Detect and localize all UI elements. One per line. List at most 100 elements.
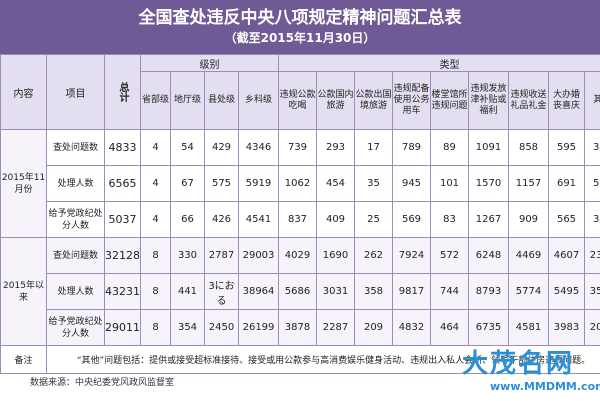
type-cell: 2042: [583, 309, 600, 346]
level-cell: 29003: [238, 237, 279, 274]
type-cell: 4469: [508, 237, 549, 274]
level-cell: 4: [140, 201, 171, 238]
type-cell: 83: [430, 201, 469, 238]
watermark-url: www.MMDMM.com: [490, 380, 600, 393]
type-cell: 9817: [392, 273, 431, 310]
type-cell: 293: [316, 129, 355, 166]
type-cell: 550: [583, 165, 600, 202]
level-cell: 4: [140, 129, 171, 166]
level-cell: 2787: [204, 237, 239, 274]
group-label: 2015年11月份: [0, 129, 47, 238]
level-cell: 54: [170, 129, 205, 166]
level-cell: 2450: [204, 309, 239, 346]
level-cell: 4346: [238, 129, 279, 166]
header-item: 项目: [46, 54, 105, 130]
type-cell: 25: [354, 201, 393, 238]
row-item: 给予党政纪处分人数: [46, 201, 105, 238]
row-item: 处理人数: [46, 165, 105, 202]
header-total: 总计: [104, 54, 141, 130]
header-type-cell: 其他: [583, 71, 600, 130]
type-cell: 2327: [583, 237, 600, 274]
level-cell: 26199: [238, 309, 279, 346]
row-total: 29011: [104, 309, 141, 346]
type-cell: 565: [548, 201, 585, 238]
type-cell: 691: [548, 165, 585, 202]
level-cell: 575: [204, 165, 239, 202]
type-cell: 1267: [468, 201, 509, 238]
type-cell: 4581: [508, 309, 549, 346]
type-cell: 1690: [316, 237, 355, 274]
type-cell: 789: [392, 129, 431, 166]
type-cell: 3533: [583, 273, 600, 310]
header-type: 类型: [277, 54, 600, 72]
type-cell: 209: [354, 309, 393, 346]
level-cell: 3におる: [204, 273, 239, 310]
row-total: 6565: [104, 165, 141, 202]
type-cell: 409: [316, 201, 355, 238]
type-cell: 89: [430, 129, 469, 166]
type-cell: 739: [278, 129, 317, 166]
row-item: 处理人数: [46, 273, 105, 310]
type-cell: 17: [354, 129, 393, 166]
type-cell: 4029: [278, 237, 317, 274]
header-type-cell: 违规发放津补贴或福利: [468, 71, 509, 130]
header-type-cell: 公款出国境旅游: [354, 71, 393, 130]
level-cell: 429: [204, 129, 239, 166]
type-cell: 358: [354, 273, 393, 310]
title-banner: 全国查处违反中央八项规定精神问题汇总表 （截至2015年11月30日）: [0, 0, 600, 54]
data-source: 数据来源：中央纪委党风政风监督室: [30, 378, 175, 388]
summary-table: 内容 项目 总计 级别 类型 省部级 地厅级 县处级 乡科级 违规公款吃喝 公款…: [0, 54, 600, 374]
type-cell: 3983: [548, 309, 585, 346]
type-cell: 5495: [548, 273, 585, 310]
type-cell: 569: [392, 201, 431, 238]
type-cell: 373: [583, 201, 600, 238]
table-row: 处理人数 6565 4 67 575 5919 1062 454 35 945 …: [1, 165, 600, 202]
table-row: 给予党政纪处分人数 5037 4 66 426 4541 837 409 25 …: [1, 201, 600, 238]
note-text: “其他”问题包括：提供或接受超标准接待、接受或用公款参与高消费娱乐健身活动、违规…: [45, 345, 600, 374]
header-type-cell: 违规配备使用公务用车: [392, 71, 431, 130]
level-cell: 354: [170, 309, 205, 346]
type-cell: 5774: [508, 273, 549, 310]
type-cell: 454: [316, 165, 355, 202]
type-cell: 3878: [278, 309, 317, 346]
level-cell: 66: [170, 201, 205, 238]
type-cell: 4832: [392, 309, 431, 346]
type-cell: 595: [548, 129, 585, 166]
header-type-cell: 大办婚丧喜庆: [548, 71, 585, 130]
type-cell: 744: [430, 273, 469, 310]
row-item: 给予党政纪处分人数: [46, 309, 105, 346]
table-row: 2015年11月份 查处问题数 4833 4 54 429 4346 739 2…: [0, 129, 600, 238]
row-total: 43231: [104, 273, 141, 310]
table-row: 2015年以来 查处问题数 32128 8 330 2787 29003 402…: [0, 237, 600, 346]
header-type-cell: 楼堂馆所违规问题: [430, 71, 469, 130]
level-cell: 441: [170, 273, 205, 310]
type-cell: 1062: [278, 165, 317, 202]
type-cell: 4607: [548, 237, 585, 274]
note-row: 备注 “其他”问题包括：提供或接受超标准接待、接受或用公款参与高消费娱乐健身活动…: [0, 345, 600, 374]
table-row: 给予党政纪处分人数 29011 8 354 2450 26199 3878 22…: [1, 309, 600, 346]
type-cell: 7924: [392, 237, 431, 274]
row-total: 5037: [104, 201, 141, 238]
type-cell: 6735: [468, 309, 509, 346]
header-type-cell: 违规收送礼品礼金: [508, 71, 549, 130]
row-total: 4833: [104, 129, 141, 166]
type-cell: 1157: [508, 165, 549, 202]
level-cell: 4541: [238, 201, 279, 238]
type-cell: 3031: [316, 273, 355, 310]
type-cell: 945: [392, 165, 431, 202]
level-cell: 67: [170, 165, 205, 202]
type-cell: 5686: [278, 273, 317, 310]
type-cell: 572: [430, 237, 469, 274]
note-label: 备注: [0, 345, 47, 374]
header-level-cell: 乡科级: [238, 71, 279, 130]
row-total: 32128: [104, 237, 141, 274]
level-cell: 330: [170, 237, 205, 274]
level-cell: 4: [140, 165, 171, 202]
type-cell: 464: [430, 309, 469, 346]
header-level-cell: 地厅级: [170, 71, 205, 130]
header-type-cell: 违规公款吃喝: [278, 71, 317, 130]
table-subtitle: （截至2015年11月30日）: [224, 31, 376, 45]
type-cell: 2287: [316, 309, 355, 346]
type-cell: 837: [278, 201, 317, 238]
